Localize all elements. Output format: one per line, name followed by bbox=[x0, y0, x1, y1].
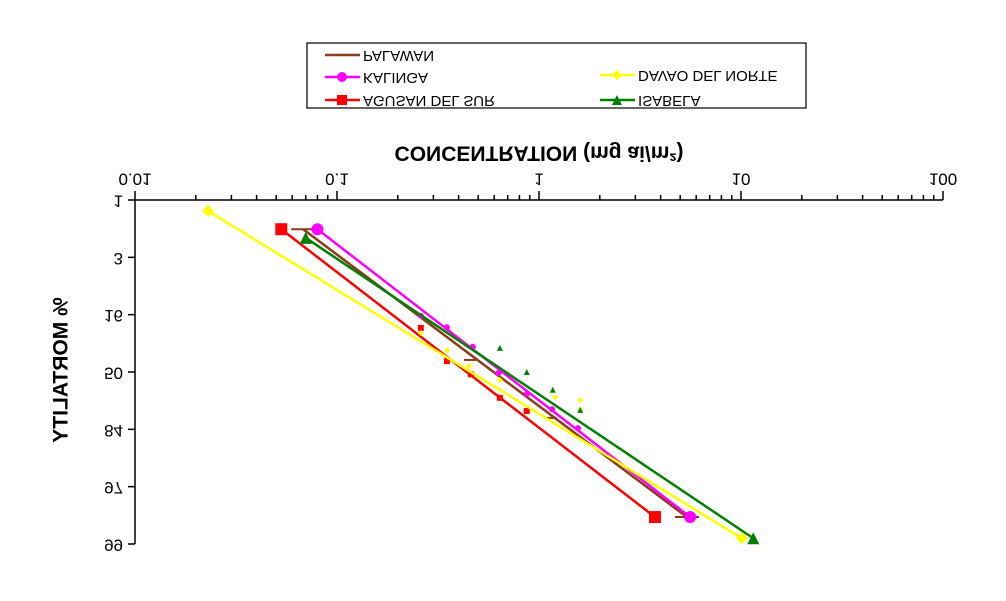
marker bbox=[551, 394, 558, 401]
marker bbox=[523, 390, 530, 397]
marker bbox=[337, 72, 347, 82]
marker bbox=[648, 511, 661, 524]
marker bbox=[311, 223, 324, 236]
x-tick-label: 10 bbox=[732, 170, 751, 189]
fit-line bbox=[207, 209, 743, 540]
legend-label: PALAWAN bbox=[363, 47, 434, 64]
x-tick-label: 0.01 bbox=[118, 170, 151, 189]
marker bbox=[299, 231, 312, 244]
marker bbox=[496, 394, 503, 401]
y-tick-label: 50 bbox=[104, 364, 123, 383]
marker bbox=[684, 511, 697, 524]
legend-label: ISABELA bbox=[638, 92, 701, 109]
y-axis-title: % MORTALITY bbox=[50, 297, 73, 442]
y-tick-label: 99 bbox=[104, 536, 123, 555]
marker bbox=[275, 223, 288, 236]
y-tick-label: 84 bbox=[104, 421, 123, 440]
marker bbox=[496, 377, 503, 384]
fit-line bbox=[302, 228, 688, 519]
y-tick-label: 3 bbox=[114, 249, 123, 268]
marker bbox=[202, 204, 215, 217]
marker bbox=[443, 358, 450, 365]
legend-label: DAVAO DEL NORTE bbox=[638, 67, 777, 84]
legend-label: AGUSAN DEL SUR bbox=[363, 92, 495, 109]
x-axis-title: CONCENTRATION (mg ai/m²) bbox=[395, 141, 684, 164]
marker bbox=[495, 370, 502, 377]
marker bbox=[465, 363, 472, 370]
legend-box bbox=[306, 42, 807, 109]
marker bbox=[549, 386, 556, 393]
y-tick-label: 16 bbox=[104, 306, 123, 325]
x-tick-label: 100 bbox=[929, 170, 957, 189]
marker bbox=[523, 407, 530, 414]
y-tick-label: 97 bbox=[104, 478, 123, 497]
marker bbox=[443, 324, 450, 331]
marker bbox=[496, 344, 503, 351]
marker bbox=[417, 330, 424, 337]
marker bbox=[523, 369, 530, 375]
marker bbox=[417, 324, 424, 331]
marker bbox=[577, 397, 584, 404]
marker bbox=[467, 371, 474, 378]
x-tick-label: 1 bbox=[534, 170, 543, 189]
x-tick-label: 0.1 bbox=[325, 170, 349, 189]
marker bbox=[575, 425, 582, 432]
fit-line bbox=[305, 236, 754, 540]
marker bbox=[612, 70, 622, 80]
marker bbox=[549, 406, 556, 413]
marker bbox=[337, 95, 347, 105]
fit-line bbox=[316, 228, 691, 519]
marker bbox=[747, 532, 760, 545]
marker bbox=[735, 532, 748, 545]
y-tick-label: 1 bbox=[114, 192, 123, 211]
marker bbox=[577, 406, 584, 413]
marker bbox=[612, 95, 622, 105]
legend-label: KALINGA bbox=[363, 69, 428, 86]
marker bbox=[443, 347, 450, 354]
